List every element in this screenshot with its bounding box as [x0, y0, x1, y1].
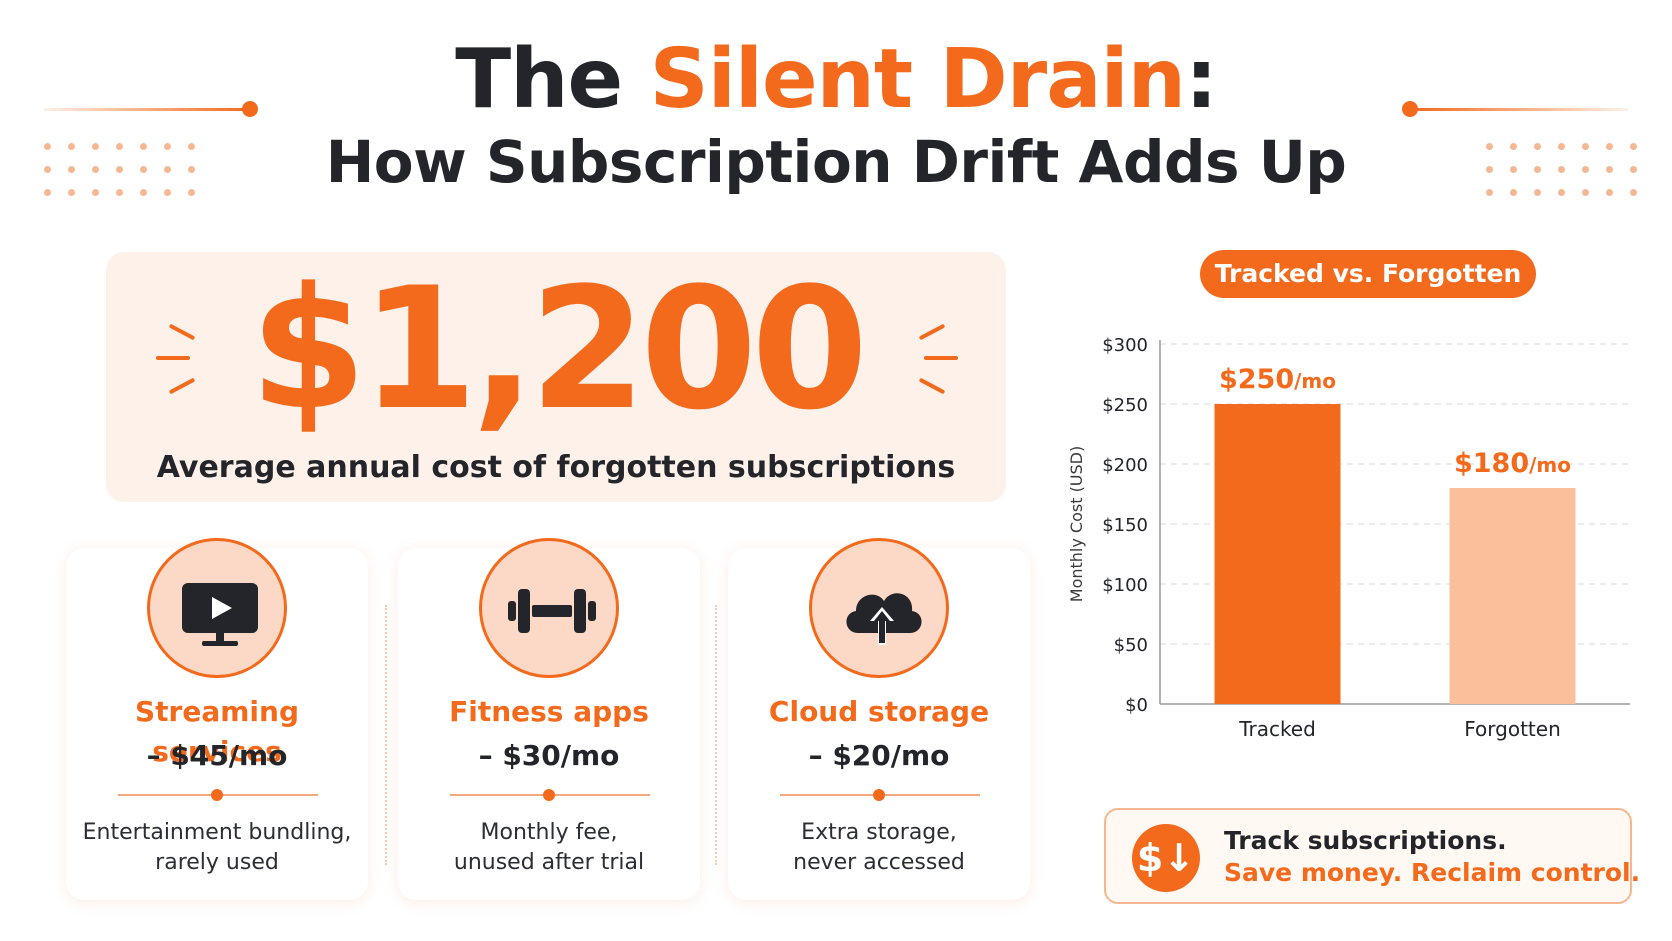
page-subtitle: How Subscription Drift Adds Up	[325, 128, 1347, 196]
cloud-upload-icon	[846, 593, 922, 645]
bar	[1449, 488, 1576, 704]
x-tick-label: Tracked	[1238, 717, 1316, 741]
card-description: Extra storage, never accessed	[738, 818, 1020, 878]
card-desc-line2: unused after trial	[453, 850, 645, 875]
card-separator-dot	[543, 789, 555, 801]
dumbbell-icon	[508, 589, 596, 633]
title-accent: Silent Drain	[649, 32, 1186, 127]
y-tick-label: $0	[1125, 695, 1148, 716]
chart-title: Tracked vs. Forgotten	[1200, 250, 1536, 298]
card-price: – $45/mo	[146, 739, 288, 772]
icon-circle	[147, 538, 287, 678]
left-burst-ray-mid	[156, 356, 190, 360]
card-separator-dot	[873, 789, 885, 801]
left-dot-grid	[44, 143, 196, 196]
hero-value: $1,200	[249, 251, 868, 447]
card-price: – $20/mo	[808, 739, 950, 772]
right-dot-grid	[1486, 143, 1638, 196]
cta-line1: Track subscriptions.	[1224, 826, 1507, 855]
card-name: Streaming services	[135, 695, 299, 768]
y-tick-label: $300	[1102, 335, 1148, 356]
y-tick-label: $50	[1114, 635, 1148, 656]
card-desc-line1: Monthly fee,	[480, 820, 618, 845]
card-price: – $30/mo	[478, 739, 620, 772]
left-deco-dot	[242, 101, 258, 117]
page-title: The Silent Drain:	[0, 30, 1672, 130]
card-separator-dot	[211, 789, 223, 801]
bar	[1214, 404, 1341, 704]
y-tick-label: $200	[1102, 455, 1148, 476]
right-deco-line	[1414, 108, 1628, 111]
right-deco-dot	[1402, 101, 1418, 117]
card-desc-line2: never accessed	[793, 850, 965, 875]
card-name: Fitness apps	[449, 695, 649, 728]
data-label: $250/mo	[1219, 364, 1336, 395]
icon-circle	[809, 538, 949, 678]
card-desc-line1: Entertainment bundling,	[82, 820, 352, 845]
card-streaming: Streaming services – $45/mo Entertainmen…	[66, 538, 368, 900]
x-tick-label: Forgotten	[1464, 717, 1561, 741]
card-description: Monthly fee, unused after trial	[408, 818, 690, 878]
card-desc-line1: Extra storage,	[801, 820, 957, 845]
card-fitness: Fitness apps – $30/mo Monthly fee, unuse…	[398, 538, 700, 900]
card-divider	[385, 605, 387, 865]
y-tick-label: $100	[1102, 575, 1148, 596]
hero-caption: Average annual cost of forgotten subscri…	[156, 450, 956, 485]
icon-circle	[479, 538, 619, 678]
card-divider	[715, 605, 717, 865]
card-name: Cloud storage	[768, 695, 990, 728]
left-deco-line	[44, 108, 248, 111]
bar-chart: $0 $50 $100 $150 $200 $250 $300 Monthly Cost (U…	[1067, 335, 1630, 741]
cta-line2: Save money. Reclaim control.	[1224, 858, 1641, 887]
hero-panel: $1,200 Average annual cost of forgotten …	[106, 252, 1006, 502]
title-prefix: The	[455, 32, 650, 127]
y-axis-label: Monthly Cost (USD)	[1067, 446, 1086, 602]
card-desc-line2: rarely used	[155, 850, 279, 875]
card-cloud: Cloud storage – $20/mo Extra storage, ne…	[728, 538, 1030, 900]
y-tick-label: $150	[1102, 515, 1148, 536]
card-description: Entertainment bundling, rarely used	[76, 818, 358, 878]
right-burst-ray-mid	[924, 356, 958, 360]
dollar-down-icon: $↓	[1132, 824, 1200, 892]
data-label: $180/mo	[1454, 448, 1571, 479]
cta-panel: $↓ Track subscriptions. Save money. Recl…	[1104, 808, 1640, 904]
tv-play-icon	[182, 583, 258, 646]
title-suffix: :	[1185, 32, 1218, 127]
y-tick-label: $250	[1102, 395, 1148, 416]
